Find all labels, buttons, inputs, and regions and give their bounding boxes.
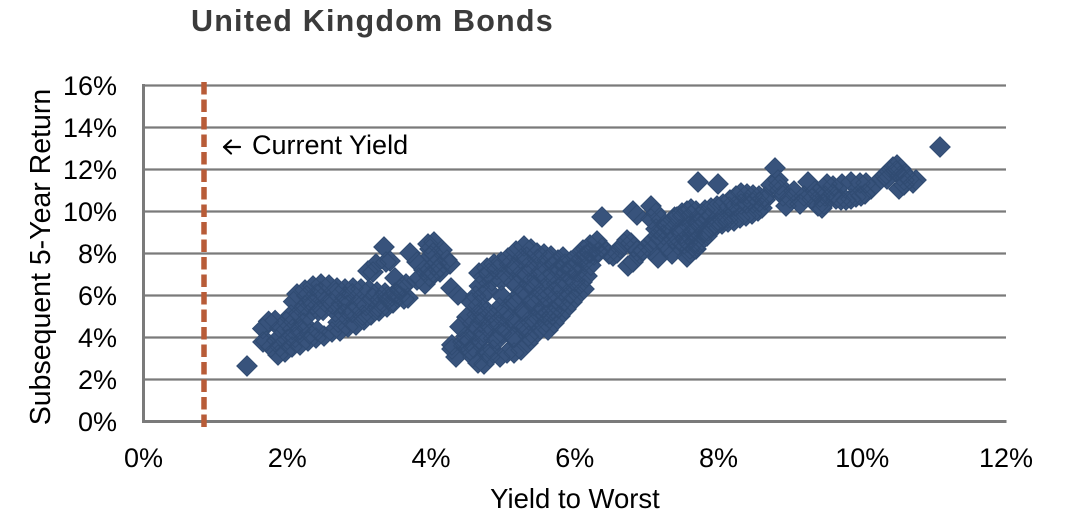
svg-text:14%: 14% — [63, 113, 117, 143]
svg-text:12%: 12% — [63, 155, 117, 185]
svg-text:0%: 0% — [124, 443, 163, 473]
svg-text:United Kingdom Bonds: United Kingdom Bonds — [191, 4, 554, 38]
svg-text:6%: 6% — [78, 281, 117, 311]
svg-text:0%: 0% — [78, 407, 117, 437]
svg-text:4%: 4% — [78, 323, 117, 353]
svg-text:16%: 16% — [63, 71, 117, 101]
svg-text:8%: 8% — [699, 443, 738, 473]
svg-text:10%: 10% — [835, 443, 889, 473]
svg-text:Subsequent 5-Year Return: Subsequent 5-Year Return — [25, 89, 57, 425]
svg-text:8%: 8% — [78, 239, 117, 269]
svg-text:6%: 6% — [555, 443, 594, 473]
svg-text:Current Yield: Current Yield — [252, 130, 408, 160]
svg-text:2%: 2% — [78, 365, 117, 395]
svg-text:4%: 4% — [411, 443, 450, 473]
svg-text:2%: 2% — [268, 443, 307, 473]
svg-text:12%: 12% — [979, 443, 1033, 473]
svg-text:10%: 10% — [63, 197, 117, 227]
svg-text:Yield to Worst: Yield to Worst — [490, 483, 660, 512]
